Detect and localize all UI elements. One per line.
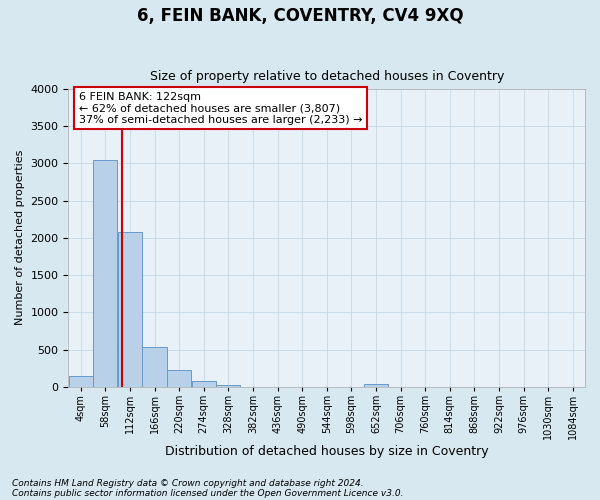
Bar (191, 381, 216, 387)
X-axis label: Distribution of detached houses by size in Coventry: Distribution of detached houses by size … (165, 444, 488, 458)
Text: Contains public sector information licensed under the Open Government Licence v3: Contains public sector information licen… (12, 488, 404, 498)
Bar (142, 346, 167, 387)
Title: Size of property relative to detached houses in Coventry: Size of property relative to detached ho… (149, 70, 504, 84)
Bar (167, 370, 191, 387)
Y-axis label: Number of detached properties: Number of detached properties (15, 150, 25, 326)
Bar (68, 376, 93, 387)
Text: Contains HM Land Registry data © Crown copyright and database right 2024.: Contains HM Land Registry data © Crown c… (12, 478, 364, 488)
Text: 6, FEIN BANK, COVENTRY, CV4 9XQ: 6, FEIN BANK, COVENTRY, CV4 9XQ (137, 8, 463, 26)
Bar (216, 384, 241, 387)
Bar (118, 232, 142, 387)
Text: 6 FEIN BANK: 122sqm
← 62% of detached houses are smaller (3,807)
37% of semi-det: 6 FEIN BANK: 122sqm ← 62% of detached ho… (79, 92, 362, 125)
Bar (93, 160, 118, 387)
Bar (364, 384, 388, 387)
